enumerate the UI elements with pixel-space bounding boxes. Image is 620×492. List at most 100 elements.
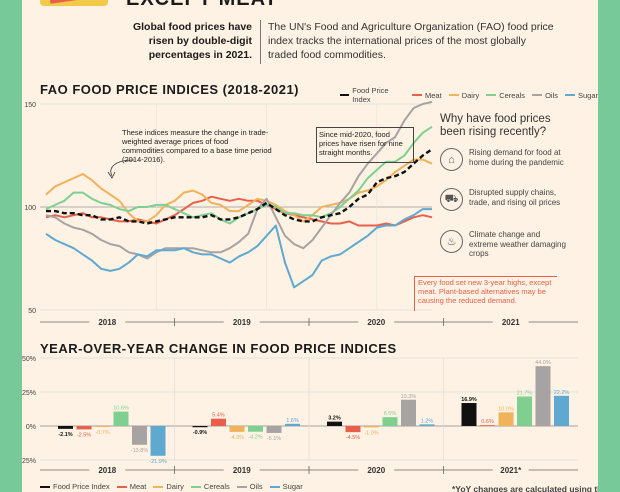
meat-annotation-box — [414, 276, 557, 311]
data-label: 1.6% — [286, 418, 299, 424]
data-label: -5.1% — [267, 436, 281, 442]
category-label-bg — [223, 464, 260, 476]
bar-food-price-index — [58, 426, 73, 429]
bar-oils — [401, 399, 416, 426]
series-line-sugar — [45, 208, 432, 289]
intro-divider — [260, 20, 261, 64]
x-tick-label: 2018 — [98, 318, 116, 327]
series-line-dairy — [45, 158, 433, 223]
data-label: 16.9% — [461, 397, 477, 403]
y-tick-label: 0% — [26, 424, 36, 431]
legend-item-oils: Oils — [236, 482, 263, 491]
data-label: 19.3% — [401, 394, 417, 400]
data-label: 6.5% — [384, 411, 397, 417]
bar-meat — [211, 418, 226, 426]
annotation-arrow — [110, 159, 135, 177]
fire-icon: ♨ — [440, 230, 463, 253]
category-label-bg — [492, 464, 529, 476]
data-label: -2.5% — [77, 432, 91, 438]
bar-sugar — [150, 426, 166, 456]
x-tick-label: 2019 — [233, 466, 251, 475]
category-label-bg — [89, 464, 126, 476]
bar-cereals — [517, 396, 532, 426]
x-tick-label: 2018 — [98, 466, 116, 475]
mid2020-annotation-box — [316, 127, 414, 163]
data-label: 0.6% — [481, 419, 494, 425]
bar-cereals — [382, 417, 398, 426]
bar-chart: -25% 0% 25% 50% -2.1% -2.5% -0.7% 10.6% -13.8%-2… — [22, 356, 578, 476]
series-line-cereals — [45, 125, 433, 225]
data-label: 10.0% — [498, 406, 514, 412]
reason-item: ⌂ Rising demand for food at home during … — [440, 148, 569, 171]
data-label: -4.5% — [346, 435, 360, 441]
legend-item-food-price-index: Food Price Index — [340, 86, 405, 104]
legend-item-dairy: Dairy — [448, 91, 479, 100]
reason-item: ♨ Climate change and extreme weather dam… — [440, 230, 569, 259]
year-label-bg — [358, 316, 395, 328]
data-label: 3.2% — [328, 416, 341, 422]
headline: EXCEPT MEAT — [126, 0, 278, 11]
data-label: 21.7% — [517, 390, 533, 396]
left-border — [0, 0, 22, 492]
year-label-bg — [89, 316, 126, 328]
legend-item-sugar: Sugar — [269, 482, 303, 491]
legend-item-meat: Meat — [116, 482, 146, 491]
bar-sugar — [285, 423, 300, 426]
bar-sugar — [554, 395, 569, 426]
data-label: -0.7% — [95, 430, 109, 436]
y-tick-label: 50% — [22, 356, 36, 363]
infographic: EXCEPT MEAT Global food prices have rise… — [22, 0, 598, 492]
reason-item: ⛟ Disrupted supply chains, trade, and ri… — [440, 188, 569, 211]
truck-icon: ⛟ — [440, 188, 463, 211]
line-chart-title: FAO FOOD PRICE INDICES (2018-2021) — [40, 82, 300, 97]
legend-item-meat: Meat — [412, 91, 442, 100]
legend-item-cereals: Cereals — [486, 91, 525, 100]
house-icon: ⌂ — [440, 148, 463, 171]
bar-dairy — [95, 426, 110, 427]
intro-text: The UN's Food and Agriculture Organizati… — [268, 21, 554, 61]
bar-oils — [266, 426, 282, 433]
y-tick-label: 100 — [24, 205, 36, 212]
data-label: -4.3% — [230, 435, 244, 441]
bar-food-price-index — [192, 426, 208, 428]
y-tick-label: 25% — [22, 390, 36, 397]
year-label-bg — [223, 316, 260, 328]
line-chart-legend: Food Price Index Meat Dairy Cereals Oils… — [340, 86, 598, 104]
bar-oils — [132, 426, 147, 445]
bar-meat — [480, 425, 495, 426]
bar-dairy — [229, 426, 245, 432]
x-tick-label: 2019 — [233, 318, 251, 327]
reason-text: Disrupted supply chains, trade, and risi… — [469, 188, 561, 207]
bar-meat — [345, 426, 361, 433]
sidebar-title: Why have food prices been rising recentl… — [440, 113, 551, 138]
y-tick-label: -25% — [22, 458, 36, 465]
data-label: -1.0% — [364, 430, 378, 436]
bar-dairy — [364, 426, 379, 428]
reason-text: Climate change and extreme weather damag… — [469, 230, 566, 258]
y-tick-label: 150 — [24, 102, 36, 109]
legend-item-food-price-index: Food Price Index — [40, 482, 110, 491]
data-label: -0.9% — [193, 430, 207, 436]
category-label-bg — [358, 464, 395, 476]
reason-text: Rising demand for food at home during th… — [469, 148, 564, 167]
data-label: -2.1% — [58, 432, 72, 438]
data-label: 22.2% — [554, 390, 570, 396]
data-label: 44.0% — [535, 360, 551, 366]
bar-oils — [535, 366, 551, 426]
meat-annotation: Every food set new 3-year highs, except … — [418, 278, 552, 305]
legend-item-oils: Oils — [532, 91, 558, 100]
x-tick-label: 2020 — [367, 318, 385, 327]
y-tick-label: 50 — [28, 308, 36, 315]
series-line-oils — [45, 100, 433, 260]
data-label: 1.2% — [421, 418, 434, 424]
bar-chart-legend: Food Price Index Meat Dairy Cereals Oils… — [40, 482, 303, 491]
logo-icon — [40, 0, 108, 6]
data-label: 10.6% — [113, 406, 129, 412]
bar-chart-title: YEAR-OVER-YEAR CHANGE IN FOOD PRICE INDI… — [40, 341, 397, 356]
bar-food-price-index — [327, 421, 342, 426]
x-tick-label: 2021* — [500, 466, 522, 475]
indices-annotation: These indices measure the change in trad… — [122, 128, 272, 164]
bar-cereals — [113, 411, 129, 426]
year-label-bg — [492, 316, 529, 328]
